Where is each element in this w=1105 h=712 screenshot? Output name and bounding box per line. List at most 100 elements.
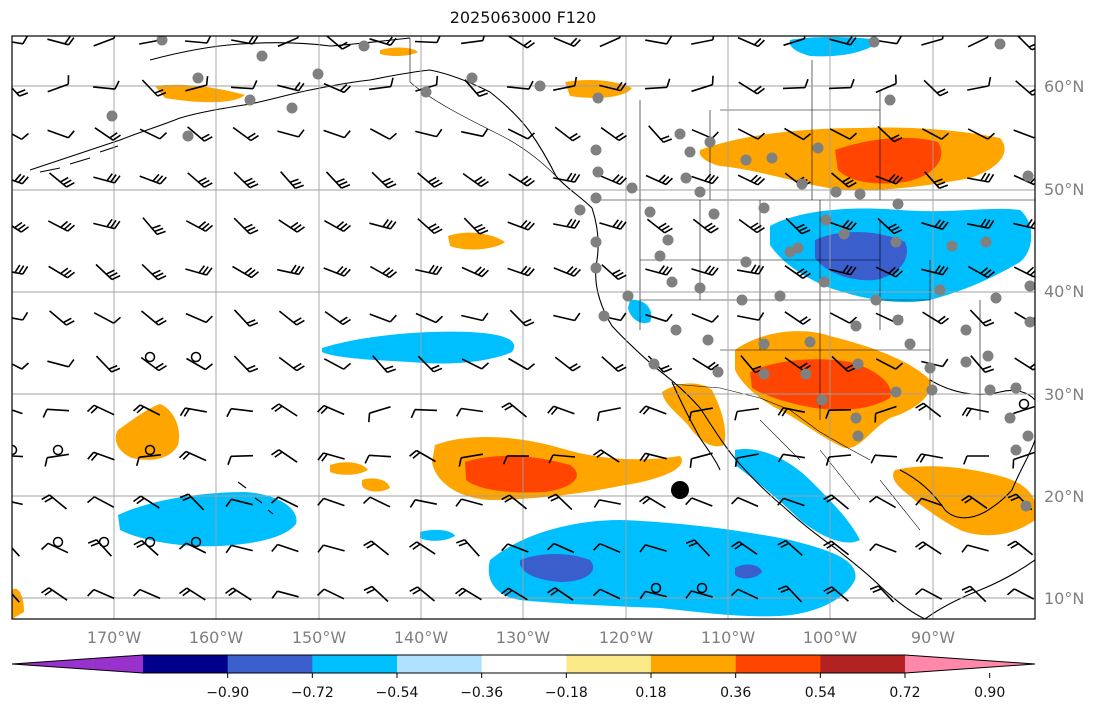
wind-barb bbox=[317, 544, 345, 553]
colorbar-segment bbox=[651, 655, 737, 673]
wind-barb bbox=[461, 358, 490, 370]
wind-barb bbox=[734, 453, 759, 467]
wind-barb bbox=[823, 540, 850, 556]
station-marker bbox=[680, 172, 692, 184]
station-marker bbox=[694, 282, 706, 294]
lon-label: 110°W bbox=[701, 628, 756, 647]
station-marker bbox=[1004, 412, 1016, 424]
wind-barb bbox=[270, 496, 299, 508]
wind-barb bbox=[415, 128, 443, 138]
wind-barb bbox=[599, 174, 627, 186]
station-marker bbox=[648, 358, 660, 370]
wind-barb bbox=[784, 265, 811, 279]
wind-barb bbox=[501, 543, 529, 553]
longitude-labels: 170°W 160°W 150°W 140°W 130°W 120°W 110°… bbox=[87, 628, 955, 647]
wind-barb bbox=[414, 36, 441, 44]
station-marker bbox=[598, 310, 610, 322]
colorbar-tick-label: −0.54 bbox=[376, 685, 419, 701]
negative-region-small-a bbox=[420, 529, 455, 541]
wind-barb bbox=[783, 36, 806, 47]
wind-barb bbox=[553, 76, 578, 91]
map-area bbox=[12, 36, 1035, 619]
wind-barb bbox=[417, 172, 443, 188]
colorbar-tick-label: 0.90 bbox=[974, 685, 1005, 701]
border-us-states bbox=[639, 200, 981, 420]
station-marker bbox=[1022, 170, 1034, 182]
wind-barb bbox=[232, 126, 259, 142]
wind-barb bbox=[317, 497, 345, 507]
wind-barb bbox=[409, 541, 436, 555]
wind-barb bbox=[12, 36, 29, 45]
coastline-alaska-north bbox=[149, 37, 411, 61]
station-marker bbox=[534, 80, 546, 92]
wind-barb bbox=[323, 82, 351, 94]
station-marker bbox=[670, 324, 682, 336]
wind-barb bbox=[593, 449, 620, 463]
wind-barb bbox=[508, 357, 536, 371]
wind-barb bbox=[362, 496, 391, 508]
station-marker bbox=[712, 366, 724, 378]
wind-barb bbox=[967, 172, 995, 183]
station-marker bbox=[774, 290, 786, 302]
wind-barb bbox=[639, 405, 667, 415]
wind-barb bbox=[737, 312, 765, 321]
station-marker bbox=[924, 362, 936, 374]
wind-barb bbox=[47, 75, 70, 93]
wind-barb bbox=[142, 217, 166, 236]
wind-barb bbox=[226, 407, 253, 418]
station-marker bbox=[758, 202, 770, 214]
station-marker bbox=[850, 412, 862, 424]
lat-label: 30°N bbox=[1044, 385, 1084, 404]
station-marker bbox=[792, 242, 804, 254]
wind-barb bbox=[12, 311, 29, 321]
wind-barb bbox=[648, 125, 673, 143]
wind-barb bbox=[187, 172, 213, 188]
wind-barb bbox=[961, 495, 988, 509]
lon-label: 120°W bbox=[599, 628, 654, 647]
wind-barb bbox=[369, 219, 397, 230]
lat-label: 50°N bbox=[1044, 180, 1084, 199]
wind-barb bbox=[601, 264, 627, 281]
coastlines bbox=[29, 37, 1035, 619]
lon-label: 150°W bbox=[292, 628, 347, 647]
wind-barb bbox=[501, 402, 528, 418]
lon-label: 90°W bbox=[911, 628, 955, 647]
colorbar-tick-label: 0.36 bbox=[720, 685, 751, 701]
wind-barb bbox=[280, 171, 304, 190]
strong-negative-region-plains bbox=[815, 231, 907, 281]
wind-barb bbox=[42, 408, 70, 418]
wind-barb bbox=[271, 449, 298, 463]
station-marker bbox=[934, 284, 946, 296]
wind-barb bbox=[225, 498, 253, 508]
wind-barb bbox=[140, 310, 167, 326]
coastline-west-north-america bbox=[591, 207, 926, 619]
shaded-fields bbox=[12, 37, 1035, 619]
colorbar-tick-label: 0.54 bbox=[805, 685, 836, 701]
station-marker bbox=[758, 338, 770, 350]
wind-barb bbox=[12, 501, 23, 506]
wind-barb bbox=[921, 36, 944, 46]
lon-label: 130°W bbox=[496, 628, 551, 647]
calm-wind-circles bbox=[12, 351, 1030, 594]
colorbar-segment bbox=[566, 655, 652, 673]
wind-barb bbox=[961, 407, 989, 417]
wind-barb bbox=[316, 588, 345, 600]
wind-barb bbox=[1006, 588, 1035, 600]
wind-barb bbox=[645, 265, 673, 276]
wind-barb bbox=[1007, 540, 1034, 556]
map-border bbox=[11, 35, 1036, 620]
wind-barb bbox=[371, 171, 397, 189]
wind-barb bbox=[369, 313, 397, 323]
wind-barb bbox=[777, 497, 805, 507]
station-marker bbox=[904, 338, 916, 350]
station-marker bbox=[1024, 280, 1035, 292]
wind-barb bbox=[86, 496, 115, 508]
wind-barb bbox=[230, 80, 258, 90]
station-marker bbox=[890, 236, 902, 248]
station-marker bbox=[662, 234, 674, 246]
wind-barb bbox=[455, 587, 482, 601]
strong-region-north-central bbox=[835, 137, 942, 184]
station-marker bbox=[622, 290, 634, 302]
wind-barb bbox=[593, 542, 621, 554]
wind-barb bbox=[875, 266, 904, 278]
